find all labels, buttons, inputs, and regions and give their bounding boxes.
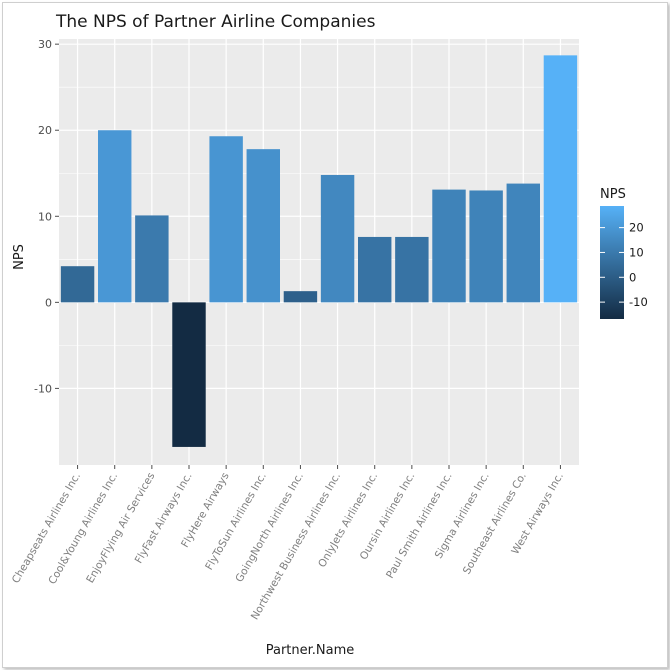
bar (469, 190, 503, 303)
bar (283, 291, 318, 303)
legend-tick-label: 20 (629, 221, 644, 235)
x-tick-label: Southeast Airlines Co. (461, 471, 529, 577)
x-tick-label: Cool&Young Airlines Inc. (46, 471, 120, 587)
x-tick-label: Cheapseats Airlines Inc. (10, 471, 83, 586)
y-tick-label: 0 (45, 296, 52, 309)
bar (246, 149, 280, 303)
legend-tick-label: -10 (629, 295, 648, 309)
bar (358, 236, 392, 303)
bar (432, 189, 466, 303)
x-axis-ticks: Cheapseats Airlines Inc.Cool&Young Airli… (10, 465, 566, 622)
bar (506, 183, 540, 303)
bar (60, 266, 95, 303)
x-axis-title: Partner.Name (266, 643, 355, 658)
y-tick-label: 30 (38, 38, 52, 51)
x-tick-label: Paul Smith Airlines Inc. (384, 471, 454, 581)
legend-tick-label: 10 (629, 245, 644, 259)
y-tick-label: 20 (38, 124, 52, 137)
chart-svg: The NPS of Partner Airline Companies -10… (10, 12, 648, 658)
x-tick-label: EnjoyFlying Air Services (84, 471, 157, 586)
bar (543, 55, 578, 303)
x-tick-label: GoingNorth Airlines Inc. (233, 471, 306, 585)
bar (395, 236, 429, 303)
legend-color-bar (600, 206, 624, 319)
legend-ticks: -10 0 10 20 (600, 221, 648, 309)
bars (60, 55, 578, 447)
legend-tick-label: 0 (629, 270, 636, 284)
bar (98, 130, 132, 303)
bar (209, 136, 243, 303)
y-axis-title: NPS (12, 244, 27, 270)
legend: NPS -10 0 10 20 (600, 187, 648, 319)
bar (320, 174, 355, 303)
y-tick-label: -10 (34, 382, 52, 395)
y-tick-label: 10 (38, 210, 52, 223)
bar (135, 215, 169, 303)
y-axis-ticks: -10 0 10 20 30 (34, 38, 59, 395)
bar (172, 302, 206, 447)
chart-title: The NPS of Partner Airline Companies (55, 12, 376, 32)
legend-title: NPS (600, 187, 626, 202)
